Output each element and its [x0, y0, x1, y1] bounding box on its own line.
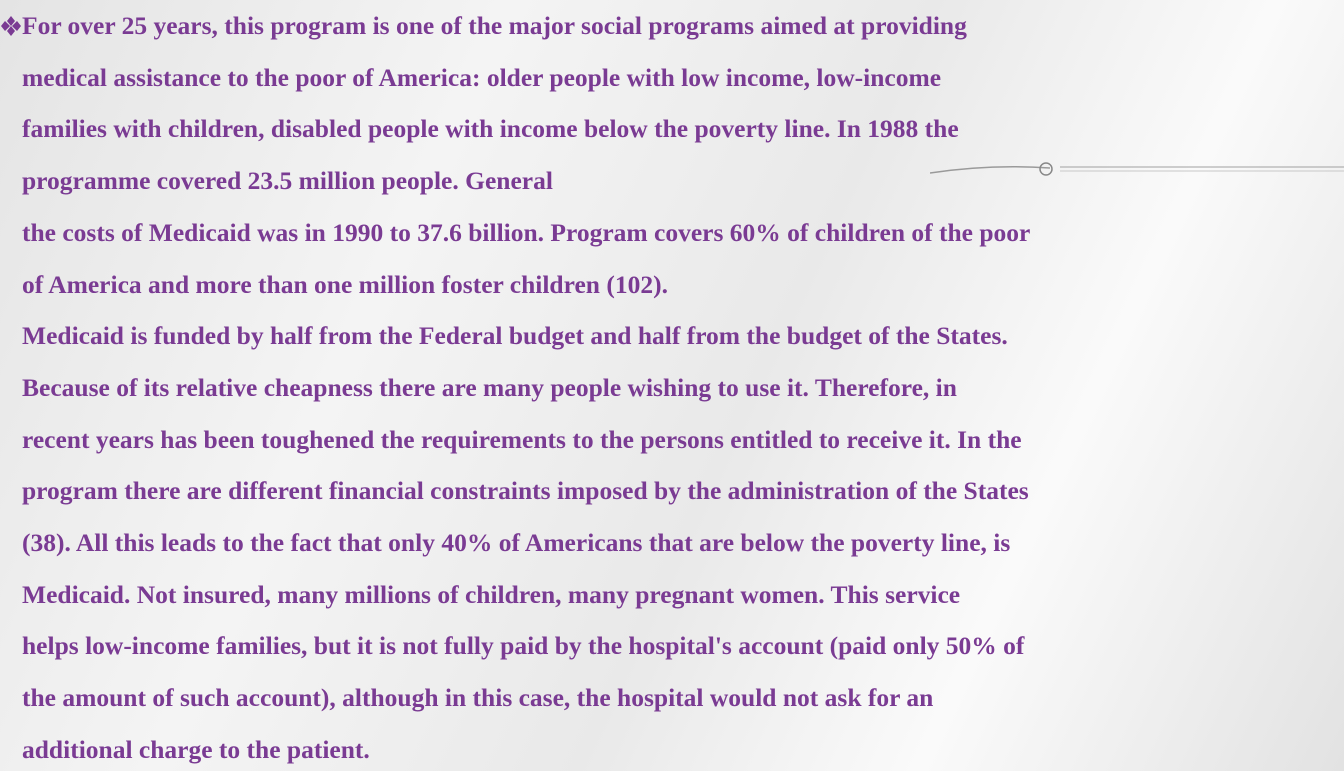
slide: For over 25 years, this program is one o… — [0, 0, 1344, 771]
text-line: the amount of such account), although in… — [22, 685, 933, 711]
text-line: (38). All this leads to the fact that on… — [22, 530, 1010, 556]
text-line: helps low-income families, but it is not… — [22, 633, 1024, 659]
text-line: Medicaid. Not insured, many millions of … — [22, 582, 960, 608]
text-line: families with children, disabled people … — [22, 116, 959, 142]
text-line: recent years has been toughened the requ… — [22, 427, 1022, 453]
text-line: program there are different financial co… — [22, 478, 1029, 504]
text-line: of America and more than one million fos… — [22, 272, 668, 298]
text-line: For over 25 years, this program is one o… — [22, 13, 967, 39]
bullet-icon — [1, 15, 21, 37]
text-line: medical assistance to the poor of Americ… — [22, 65, 941, 91]
text-line: programme covered 23.5 million people. G… — [22, 168, 553, 194]
text-line: Because of its relative cheapness there … — [22, 375, 957, 401]
text-line: additional charge to the patient. — [22, 737, 370, 763]
text-line: the costs of Medicaid was in 1990 to 37.… — [22, 220, 1030, 246]
text-line: Medicaid is funded by half from the Fede… — [22, 323, 1008, 349]
decorative-rule — [930, 160, 1344, 180]
